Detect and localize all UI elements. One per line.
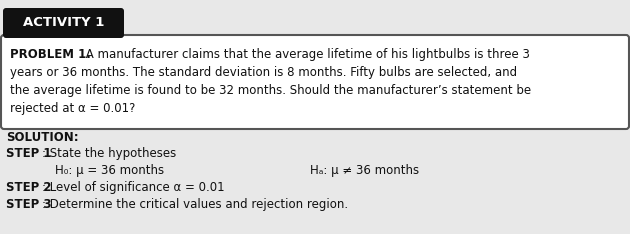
Text: rejected at α = 0.01?: rejected at α = 0.01? bbox=[10, 102, 135, 115]
Text: PROBLEM 1.: PROBLEM 1. bbox=[10, 48, 91, 61]
Text: the average lifetime is found to be 32 months. Should the manufacturer’s stateme: the average lifetime is found to be 32 m… bbox=[10, 84, 531, 97]
Text: : Level of significance α = 0.01: : Level of significance α = 0.01 bbox=[42, 181, 225, 194]
Text: STEP 2: STEP 2 bbox=[6, 181, 52, 194]
Text: ACTIVITY 1: ACTIVITY 1 bbox=[23, 17, 104, 29]
FancyBboxPatch shape bbox=[1, 35, 629, 129]
Text: Hₐ: μ ≠ 36 months: Hₐ: μ ≠ 36 months bbox=[310, 164, 419, 177]
Text: H₀: μ = 36 months: H₀: μ = 36 months bbox=[55, 164, 164, 177]
Text: STEP 3: STEP 3 bbox=[6, 198, 52, 211]
Text: years or 36 months. The standard deviation is 8 months. Fifty bulbs are selected: years or 36 months. The standard deviati… bbox=[10, 66, 517, 79]
Text: : State the hypotheses: : State the hypotheses bbox=[42, 147, 176, 160]
Text: SOLUTION:: SOLUTION: bbox=[6, 131, 79, 144]
Text: STEP 1: STEP 1 bbox=[6, 147, 52, 160]
Text: : Determine the critical values and rejection region.: : Determine the critical values and reje… bbox=[42, 198, 348, 211]
FancyBboxPatch shape bbox=[3, 8, 124, 38]
Text: A manufacturer claims that the average lifetime of his lightbulbs is three 3: A manufacturer claims that the average l… bbox=[82, 48, 530, 61]
